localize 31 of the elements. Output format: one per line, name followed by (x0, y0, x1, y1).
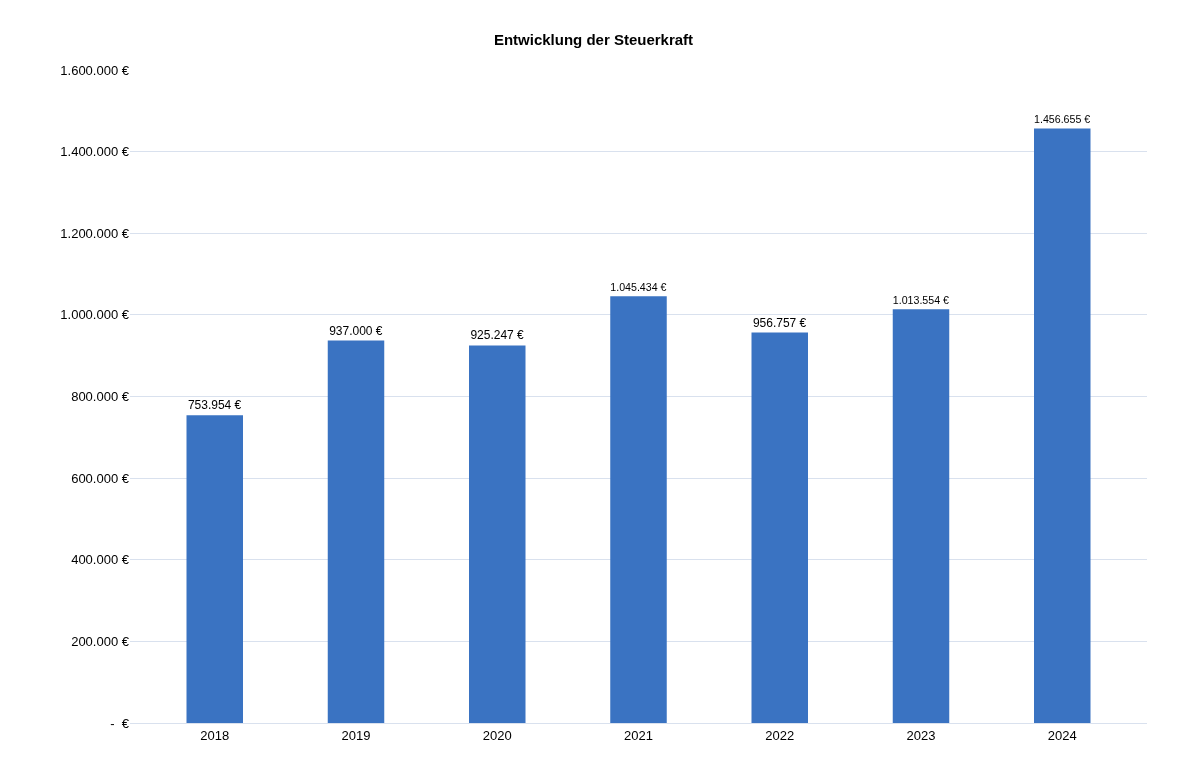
x-tick-label: 2019 (341, 727, 371, 743)
y-tick-label: 600.000 € (71, 470, 130, 486)
x-tick-label: 2023 (906, 727, 936, 743)
y-tick-label: 200.000 € (71, 633, 130, 649)
bar (469, 345, 526, 723)
x-tick-label: 2020 (482, 727, 512, 743)
data-label: 1.013.554 € (892, 293, 950, 306)
x-tick-label: 2021 (624, 727, 653, 743)
data-label: 1.456.655 € (1034, 112, 1091, 125)
chart-title: Entwicklung der Steuerkraft (493, 31, 694, 49)
bar (186, 415, 243, 723)
x-tick-label: 2018 (200, 727, 230, 743)
data-label: 925.247 € (470, 328, 525, 343)
x-tick-label: 2022 (765, 727, 795, 743)
bar (610, 296, 667, 723)
y-tick-label: 400.000 € (71, 552, 130, 568)
y-tick-label: 1.400.000 € (60, 144, 130, 160)
bar (327, 340, 385, 723)
data-label: 937.000 € (329, 323, 383, 338)
bar (751, 332, 808, 723)
y-tick-label: 1.600.000 € (60, 62, 130, 78)
y-tick-label: 1.200.000 € (60, 225, 130, 241)
y-tick-label: 800.000 € (71, 389, 130, 405)
data-label: 956.757 € (752, 315, 807, 330)
y-tick-label: - € (110, 715, 130, 731)
data-label: 1.045.434 € (610, 280, 667, 293)
x-tick-label: 2024 (1047, 727, 1077, 743)
bar (892, 309, 950, 723)
y-tick-label: 1.000.000 € (60, 307, 130, 323)
bar (1034, 128, 1091, 723)
data-label: 753.954 € (187, 398, 242, 413)
